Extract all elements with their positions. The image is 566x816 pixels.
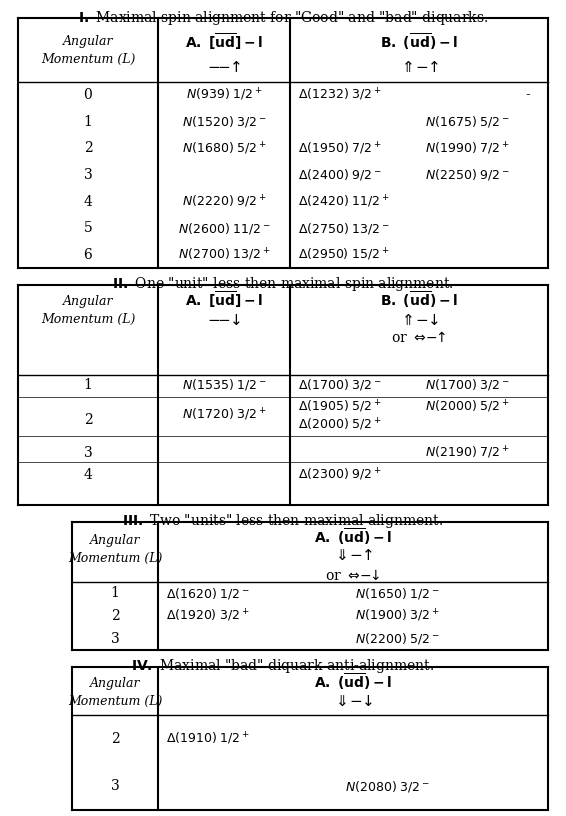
Text: 2: 2 (110, 732, 119, 746)
Text: $N(1675)\;5/2^-$: $N(1675)\;5/2^-$ (425, 114, 509, 130)
Text: Momentum (L): Momentum (L) (41, 313, 135, 326)
Text: $N(1720)\;3/2^+$: $N(1720)\;3/2^+$ (182, 407, 267, 424)
Text: $N(2220)\;9/2^+$: $N(2220)\;9/2^+$ (182, 193, 267, 210)
Text: $N(2600)\;11/2^-$: $N(2600)\;11/2^-$ (178, 220, 271, 236)
Text: $\Delta(1910)\;1/2^+$: $\Delta(1910)\;1/2^+$ (166, 730, 250, 747)
Text: $\mathbf{A.}$ $\mathbf{[\overline{ud}]-l}$: $\mathbf{A.}$ $\mathbf{[\overline{ud}]-l… (185, 290, 263, 310)
Text: $N(1990)\;7/2^+$: $N(1990)\;7/2^+$ (425, 140, 509, 157)
Text: Momentum (L): Momentum (L) (41, 53, 135, 66)
Text: 2: 2 (84, 141, 92, 155)
Text: $\Delta(2750)\;13/2^-$: $\Delta(2750)\;13/2^-$ (298, 220, 390, 236)
Text: $N(1680)\;5/2^+$: $N(1680)\;5/2^+$ (182, 140, 267, 157)
Text: 1: 1 (84, 378, 92, 392)
Text: $\mathbf{A.}$ $\mathbf{(\overline{ud})-l}$: $\mathbf{A.}$ $\mathbf{(\overline{ud})-l… (314, 672, 392, 693)
Text: Momentum (L): Momentum (L) (68, 695, 162, 708)
Text: 6: 6 (84, 248, 92, 262)
Text: $N(2700)\;13/2^+$: $N(2700)\;13/2^+$ (178, 246, 271, 263)
Text: $N(2000)\;5/2^+$: $N(2000)\;5/2^+$ (425, 399, 509, 415)
Text: $N(2190)\;7/2^+$: $N(2190)\;7/2^+$ (425, 445, 509, 461)
Text: Angular: Angular (63, 35, 113, 48)
Text: $\mathbf{IV.}$ Maximal "bad" diquark anti-alignment.: $\mathbf{IV.}$ Maximal "bad" diquark ant… (131, 657, 435, 675)
Text: $N(2080)\;3/2^-$: $N(2080)\;3/2^-$ (345, 778, 430, 794)
Text: $\Delta(2420)\;11/2^+$: $\Delta(2420)\;11/2^+$ (298, 193, 390, 210)
Text: $\mathbf{III.}$ Two "units" less then maximal alignment.: $\mathbf{III.}$ Two "units" less then ma… (122, 512, 444, 530)
Text: 4: 4 (84, 468, 92, 482)
Text: 4: 4 (84, 194, 92, 209)
Text: 0: 0 (84, 88, 92, 102)
Text: $-\!\!-\!\!\!\downarrow$: $-\!\!-\!\!\!\downarrow$ (207, 313, 241, 328)
Text: or $\Leftrightarrow\!\!-\!\!\!\downarrow$: or $\Leftrightarrow\!\!-\!\!\!\downarrow… (325, 569, 381, 583)
Text: 1: 1 (110, 587, 119, 601)
Text: 3: 3 (110, 779, 119, 793)
Text: $N(2250)\;9/2^-$: $N(2250)\;9/2^-$ (425, 167, 509, 183)
Text: $\mathbf{B.}$ $\mathbf{(\overline{ud})-l}$: $\mathbf{B.}$ $\mathbf{(\overline{ud})-l… (380, 32, 458, 52)
Text: 2: 2 (110, 609, 119, 623)
Text: $\Downarrow\!\!-\!\!\!\uparrow$: $\Downarrow\!\!-\!\!\!\uparrow$ (333, 549, 373, 563)
Text: $\Delta(1620)\;1/2^-$: $\Delta(1620)\;1/2^-$ (166, 586, 250, 601)
Text: $\Delta(1950)\;7/2^+$: $\Delta(1950)\;7/2^+$ (298, 140, 382, 157)
Text: Angular: Angular (90, 534, 140, 547)
Text: $N(939)\;1/2^+$: $N(939)\;1/2^+$ (186, 87, 262, 104)
Text: $\mathbf{A.}$ $\mathbf{[\overline{ud}]-l}$: $\mathbf{A.}$ $\mathbf{[\overline{ud}]-l… (185, 32, 263, 52)
Text: $N(1700)\;3/2^-$: $N(1700)\;3/2^-$ (425, 378, 509, 392)
Text: $\Delta(1920)\;3/2^+$: $\Delta(1920)\;3/2^+$ (166, 608, 250, 624)
Text: 2: 2 (84, 413, 92, 427)
Text: Angular: Angular (63, 295, 113, 308)
Text: $\mathbf{B.}$ $\mathbf{(\overline{ud})-l}$: $\mathbf{B.}$ $\mathbf{(\overline{ud})-l… (380, 290, 458, 310)
Text: $N(1900)\;3/2^+$: $N(1900)\;3/2^+$ (355, 608, 440, 624)
Text: $\Delta(2950)\;15/2^+$: $\Delta(2950)\;15/2^+$ (298, 246, 389, 263)
Text: or $\Leftrightarrow\!\!-\!\!\!\uparrow$: or $\Leftrightarrow\!\!-\!\!\!\uparrow$ (391, 330, 447, 345)
Text: Angular: Angular (90, 677, 140, 690)
Text: $\Delta(1700)\;3/2^-$: $\Delta(1700)\;3/2^-$ (298, 378, 382, 392)
Text: $\Delta(2400)\;9/2^-$: $\Delta(2400)\;9/2^-$ (298, 167, 382, 183)
Text: $\Uparrow\!\!-\!\!\!\uparrow$: $\Uparrow\!\!-\!\!\!\uparrow$ (399, 60, 439, 75)
Text: $\mathbf{II.}$ One "unit" less then maximal spin alignment.: $\mathbf{II.}$ One "unit" less then maxi… (112, 275, 454, 293)
Text: 3: 3 (84, 446, 92, 460)
Text: 1: 1 (84, 115, 92, 129)
Text: -: - (526, 88, 530, 102)
Text: $\mathbf{A.}$ $\mathbf{(\overline{ud})-l}$: $\mathbf{A.}$ $\mathbf{(\overline{ud})-l… (314, 527, 392, 548)
Text: 5: 5 (84, 221, 92, 235)
Text: $N(1650)\;1/2^-$: $N(1650)\;1/2^-$ (355, 586, 440, 601)
Text: Momentum (L): Momentum (L) (68, 552, 162, 565)
Text: 3: 3 (110, 632, 119, 645)
Text: $\Downarrow\!\!-\!\!\!\downarrow$: $\Downarrow\!\!-\!\!\!\downarrow$ (333, 695, 373, 709)
Text: $\mathbf{I.}$ Maximal spin alignment for "Good" and "bad" diquarks.: $\mathbf{I.}$ Maximal spin alignment for… (78, 9, 488, 27)
Text: 3: 3 (84, 168, 92, 182)
Text: $N(1535)\;1/2^-$: $N(1535)\;1/2^-$ (182, 378, 267, 392)
Text: $-\!\!-\!\!\!\uparrow$: $-\!\!-\!\!\!\uparrow$ (207, 60, 241, 75)
Text: $N(2200)\;5/2^-$: $N(2200)\;5/2^-$ (355, 631, 440, 646)
Text: $N(1520)\;3/2^-$: $N(1520)\;3/2^-$ (182, 114, 267, 130)
Text: $\Delta(2000)\;5/2^+$: $\Delta(2000)\;5/2^+$ (298, 417, 382, 433)
Text: $\Delta(1232)\;3/2^+$: $\Delta(1232)\;3/2^+$ (298, 87, 382, 104)
Text: $\Uparrow\!\!-\!\!\!\downarrow$: $\Uparrow\!\!-\!\!\!\downarrow$ (399, 313, 439, 328)
Text: $\Delta(2300)\;9/2^+$: $\Delta(2300)\;9/2^+$ (298, 467, 382, 483)
Text: $\Delta(1905)\;5/2^+$: $\Delta(1905)\;5/2^+$ (298, 399, 382, 415)
